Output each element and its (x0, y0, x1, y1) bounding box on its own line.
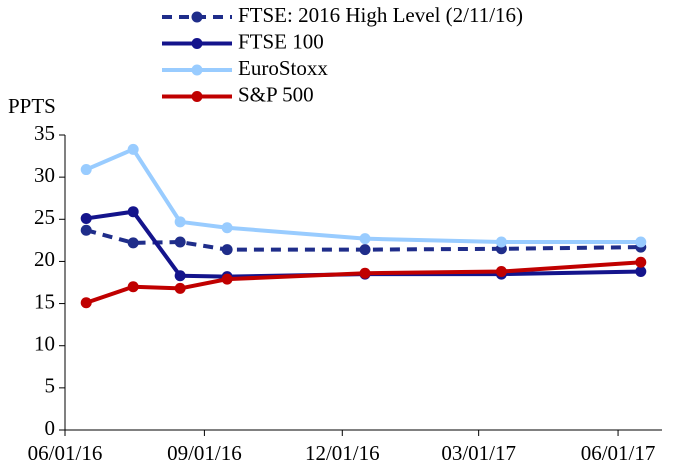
legend-marker (191, 91, 203, 102)
series-marker (635, 236, 647, 248)
x-tick-label: 03/01/17 (441, 441, 516, 465)
y-tick-label: 5 (45, 374, 56, 398)
series-marker (635, 256, 647, 268)
legend-marker (191, 11, 203, 23)
series-marker (80, 212, 92, 224)
y-tick-label: 10 (34, 332, 55, 356)
y-axis-label: PPTS (8, 94, 56, 118)
series-marker (359, 267, 371, 279)
series-marker (127, 143, 139, 155)
legend-label: S&P 500 (238, 82, 314, 106)
series-marker (635, 266, 647, 278)
series-marker (80, 224, 92, 236)
legend-label: EuroStoxx (238, 56, 328, 80)
series-marker (127, 237, 139, 249)
series-marker (359, 233, 371, 245)
legend-marker (191, 38, 203, 49)
x-tick-label: 06/01/17 (581, 441, 656, 465)
series-marker (80, 164, 92, 176)
series-marker (174, 216, 186, 228)
series-line (85, 147, 641, 245)
y-tick-label: 35 (34, 121, 55, 145)
y-tick-label: 15 (34, 289, 55, 313)
series-marker (221, 222, 233, 234)
y-tick-label: 25 (34, 205, 55, 229)
series-marker (80, 297, 92, 309)
y-tick-label: 30 (34, 163, 55, 187)
series-marker (127, 281, 139, 293)
series-marker (359, 244, 371, 256)
x-tick-label: 06/01/16 (28, 441, 103, 465)
series-marker (495, 236, 507, 248)
legend-label: FTSE 100 (238, 29, 324, 53)
legend-marker (191, 64, 203, 76)
y-tick-label: 0 (45, 416, 56, 440)
legend-label: FTSE: 2016 High Level (2/11/16) (238, 3, 523, 27)
series-marker (221, 244, 233, 256)
series-marker (495, 266, 507, 278)
series-marker (174, 270, 186, 282)
series-marker (174, 282, 186, 294)
series-marker (221, 273, 233, 285)
y-tick-label: 20 (34, 247, 55, 271)
x-tick-label: 09/01/16 (167, 441, 242, 465)
series-marker (174, 236, 186, 248)
series-marker (127, 206, 139, 218)
x-tick-label: 12/01/16 (305, 441, 380, 465)
